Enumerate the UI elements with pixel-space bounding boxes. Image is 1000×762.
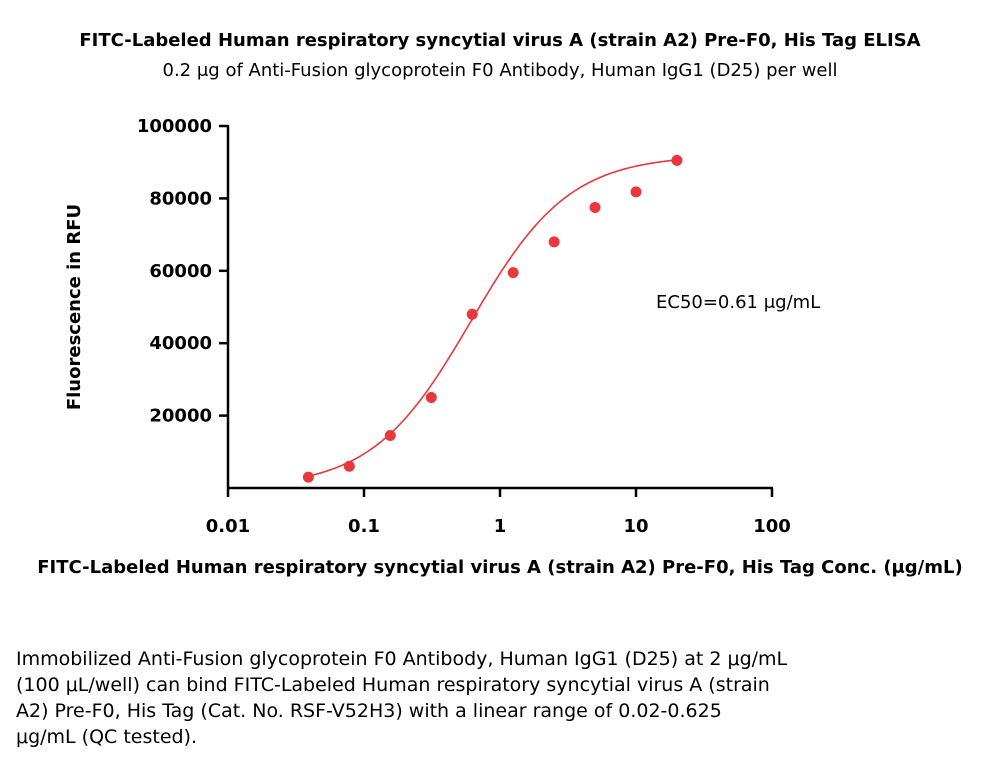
y-tick-label: 60000	[149, 261, 212, 282]
data-point	[671, 154, 683, 166]
data-point	[630, 186, 642, 198]
caption-line: μg/mL (QC tested).	[16, 726, 198, 748]
chart-subtitle: 0.2 μg of Anti-Fusion glycoprotein F0 An…	[162, 60, 838, 81]
caption-line: (100 μL/well) can bind FITC-Labeled Huma…	[16, 674, 770, 696]
caption-line: Immobilized Anti-Fusion glycoprotein F0 …	[16, 648, 788, 670]
x-tick-label: 1	[494, 516, 507, 537]
ec50-annotation: EC50=0.61 μg/mL	[656, 292, 820, 313]
y-tick-label: 20000	[149, 406, 212, 427]
data-point	[589, 201, 601, 213]
x-axis-title: FITC-Labeled Human respiratory syncytial…	[37, 557, 962, 578]
data-point	[343, 460, 355, 472]
data-point	[507, 267, 519, 279]
y-tick-label: 100000	[137, 116, 212, 137]
y-tick-label: 80000	[149, 188, 212, 209]
data-point	[384, 430, 396, 442]
y-tick-label: 40000	[149, 333, 212, 354]
caption-line: A2) Pre-F0, His Tag (Cat. No. RSF-V52H3)…	[16, 700, 722, 722]
x-tick-label: 100	[753, 516, 791, 537]
data-point	[466, 308, 478, 320]
data-point	[548, 236, 560, 248]
x-tick-label: 0.1	[348, 516, 380, 537]
x-tick-label: 10	[623, 516, 648, 537]
fit-curve	[308, 159, 678, 477]
data-point	[302, 471, 314, 483]
y-axis-title: Fluorescence in RFU	[64, 204, 85, 410]
caption: Immobilized Anti-Fusion glycoprotein F0 …	[16, 646, 896, 750]
x-tick-label: 0.01	[206, 516, 250, 537]
chart-title: FITC-Labeled Human respiratory syncytial…	[79, 30, 921, 51]
elisa-chart: 20000 40000 60000 80000 100000 0.01 0.1 1 10 100 F…	[37, 116, 962, 578]
data-point	[425, 392, 437, 403]
